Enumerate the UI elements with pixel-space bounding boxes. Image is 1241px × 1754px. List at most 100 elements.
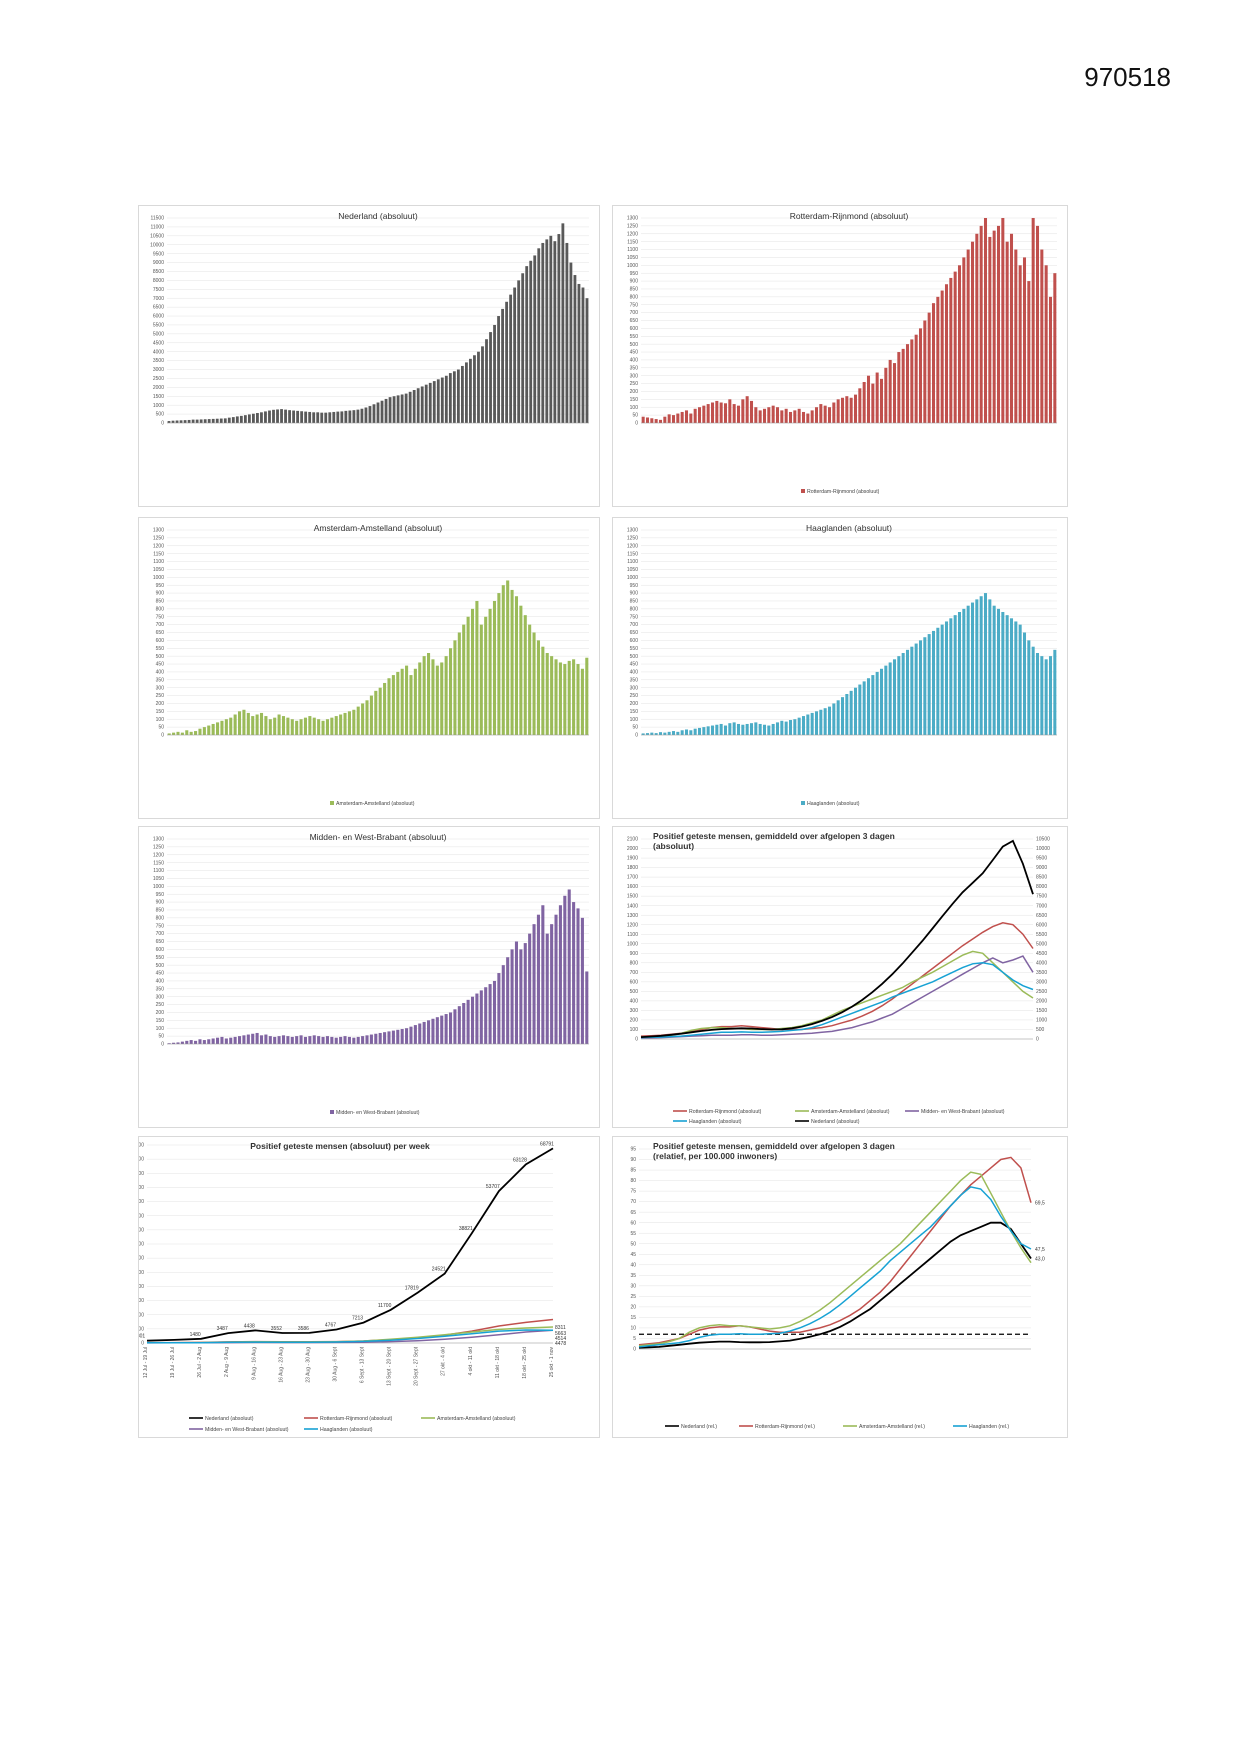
- bar: [827, 706, 832, 735]
- nl-y-tick-label: 1000: [153, 403, 164, 409]
- bar: [523, 943, 527, 1044]
- bar: [211, 723, 215, 735]
- x-tick-label: 2 Aug - 9 Aug: [224, 1347, 230, 1377]
- rr-y-tick-label: 200: [630, 389, 639, 395]
- bar: [356, 1036, 360, 1044]
- bar: [914, 643, 918, 735]
- bar: [453, 1009, 457, 1044]
- aa-y-tick-label: 1250: [153, 535, 164, 541]
- bar: [771, 405, 775, 423]
- bar: [573, 275, 577, 423]
- bar: [172, 1042, 176, 1044]
- bar: [871, 383, 875, 423]
- nl-y-tick-label: 7000: [153, 296, 164, 302]
- bar: [207, 419, 211, 423]
- rr-y-tick-label: 750: [630, 302, 639, 308]
- bar: [501, 308, 504, 423]
- avg_abs-y-tick-label: 1200: [627, 922, 638, 928]
- avg_abs-y-tick-label: 0: [635, 1037, 638, 1043]
- rr-y-tick-label: 900: [630, 279, 639, 285]
- bar: [771, 723, 775, 735]
- legend-swatch: [330, 1110, 334, 1114]
- bar: [352, 410, 356, 423]
- legend-label: Midden- en West-Brabant (absoluut): [205, 1427, 289, 1433]
- bar: [1005, 615, 1009, 735]
- bar: [585, 298, 589, 423]
- bar: [444, 1014, 448, 1044]
- bar: [485, 339, 488, 423]
- legend-label: Haaglanden (absoluut): [689, 1119, 742, 1125]
- bar: [347, 711, 351, 735]
- document-number: 970518: [1084, 62, 1171, 92]
- rr-y-tick-label: 1000: [627, 263, 638, 269]
- hg-y-tick-label: 750: [630, 614, 639, 620]
- bar: [432, 381, 436, 423]
- avg_rel-y-tick-label: 35: [630, 1273, 636, 1279]
- bar: [481, 346, 484, 423]
- bar: [383, 1032, 387, 1044]
- bar: [992, 605, 996, 735]
- bar: [334, 1037, 338, 1044]
- bar: [793, 410, 797, 423]
- aa-y-tick-label: 800: [156, 606, 165, 612]
- bar: [187, 419, 191, 423]
- nl-y-tick-label: 10500: [150, 233, 164, 239]
- bar: [667, 731, 671, 735]
- bar: [167, 421, 171, 423]
- bar: [364, 407, 368, 423]
- bar: [509, 294, 513, 423]
- bar: [176, 731, 180, 735]
- data-label: 4438: [244, 1323, 255, 1329]
- bar: [207, 725, 211, 735]
- bar: [1022, 632, 1027, 735]
- bar: [567, 660, 571, 735]
- weekly-y-tick-label: 5000: [139, 1326, 144, 1332]
- bar: [736, 405, 741, 423]
- data-label: 17819: [405, 1286, 419, 1292]
- bar: [475, 993, 479, 1044]
- hg-y-tick-label: 600: [630, 638, 639, 644]
- bar: [667, 414, 671, 423]
- legend-label: Amsterdam-Amstelland (rel.): [859, 1424, 925, 1430]
- weekly-y-tick-label: 30000: [139, 1256, 144, 1262]
- bar: [440, 377, 444, 423]
- end-label: 5663: [555, 1331, 566, 1337]
- x-tick-label: 25 okt - 1 nov: [549, 1347, 555, 1378]
- bar: [484, 987, 488, 1044]
- bar: [966, 605, 970, 735]
- bar: [348, 410, 352, 423]
- chart-panel-average-absolute: 0 100 200 300 400 500 600 700 800 900 1000 1100 1200…: [612, 826, 1068, 1128]
- bar: [189, 1040, 193, 1044]
- hg-y-tick-label: 1050: [627, 567, 638, 573]
- aa-y-tick-label: 450: [156, 662, 165, 668]
- bar: [320, 412, 324, 423]
- avg_abs-y-tick-label: 1000: [627, 941, 638, 947]
- bar: [219, 418, 223, 423]
- bar: [400, 668, 404, 735]
- avg_rel-y-tick-label: 70: [630, 1199, 636, 1205]
- bar: [884, 367, 888, 423]
- avg_rel-y-tick-label: 15: [630, 1315, 636, 1321]
- bar: [1018, 265, 1022, 423]
- bar: [918, 640, 923, 735]
- mwb-y-tick-label: 350: [156, 986, 165, 992]
- bar: [195, 419, 199, 423]
- bar: [819, 404, 823, 423]
- bar: [273, 717, 277, 735]
- bar: [453, 640, 457, 735]
- aa-y-tick-label: 700: [156, 622, 165, 628]
- x-tick-label: 4 okt - 11 okt: [468, 1346, 474, 1375]
- bar: [435, 665, 439, 735]
- bar: [545, 239, 549, 423]
- bar: [473, 355, 476, 423]
- bar: [448, 1012, 453, 1044]
- aa-y-tick-label: 500: [156, 654, 165, 660]
- avg_abs-y-tick-label: 800: [630, 960, 639, 966]
- weekly-y-tick-label: 0: [141, 1341, 144, 1347]
- bar: [775, 722, 780, 735]
- avg_abs-y-tick-label: 700: [630, 970, 639, 976]
- data-label: 53707: [486, 1184, 500, 1190]
- bar: [563, 895, 567, 1044]
- bar: [325, 1036, 329, 1044]
- bar: [286, 1036, 290, 1044]
